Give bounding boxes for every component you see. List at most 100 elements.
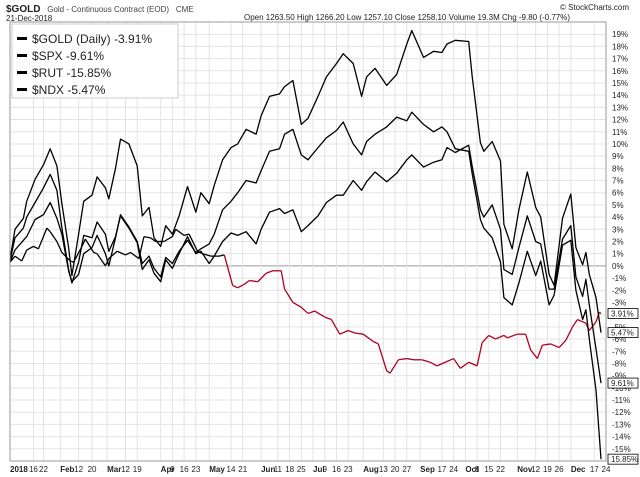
symbol-label: $GOLD [6,4,40,15]
series-segment [459,361,470,369]
legend-swatch [17,71,27,74]
y-tick-label: 12% [612,116,628,125]
legend-label: $SPX -9.61% [32,49,104,63]
x-tick-label: 11 [274,465,283,474]
y-tick-label: 1% [612,250,624,259]
y-tick-label: 2% [612,238,624,247]
x-tick-label: Nov [517,465,533,474]
x-tick-label: Mar [107,465,121,474]
y-tick-label: 14% [612,91,628,100]
legend-item-spx: $SPX -9.61% [17,49,104,63]
series-segment [373,340,379,345]
series-segment [481,334,490,344]
end-value-text: 3.91% [611,310,634,319]
x-tick-label: 23 [191,465,200,474]
series-rut [9,111,602,460]
y-tick-label: -2% [612,286,626,295]
x-tick-label: 20 [88,465,97,474]
series-segment [292,301,302,308]
series-segment [93,251,98,255]
series-segment [46,227,51,233]
x-tick-label: Apr [161,465,175,474]
x-tick-label: 20 [391,465,400,474]
end-value-box [607,377,639,389]
x-tick-label: 16 [29,465,38,474]
series-line [9,144,602,384]
series-segment [21,249,28,262]
end-value-text: 15.85% [611,455,638,464]
y-tick-label: 6% [612,189,624,198]
series-segment [406,357,414,361]
watermark: © StockCharts.com [560,3,629,12]
series-segment [163,236,173,243]
x-tick-label: Sep [420,465,435,474]
x-tick-label: 8 [475,465,480,474]
legend-item-ndx: $NDX -5.47% [17,83,106,97]
x-tick-label: May [209,465,225,474]
series-segment [284,288,294,303]
series-segment [104,258,110,267]
series-segment [525,333,532,351]
series-segment [49,231,58,242]
legend-swatch [17,54,27,57]
y-tick-label: 5% [612,201,624,210]
series-segment [386,370,391,374]
legend: $GOLD (Daily) -3.91% $SPX -9.61% $RUT -1… [11,23,179,99]
x-tick-label: 9 [323,465,328,474]
series-segment [243,279,250,285]
y-tick-label: -7% [612,347,626,356]
y-tick-label: 17% [612,55,628,64]
series-segment [175,228,185,236]
series-segment [237,283,245,289]
series-segment [398,357,407,361]
svg-text:$GOLD Gold - Continuous: $GOLD Gold - Continuous Contract (EOD) C… [6,4,194,15]
y-tick-label: 8% [612,164,624,173]
series-segment [324,316,332,321]
series-segment [565,326,574,341]
end-value-box [607,327,639,338]
x-tick-label: 12 [531,465,540,474]
x-tick-label: 23 [344,465,353,474]
series-segment [37,227,48,250]
series-segment [183,233,190,237]
y-tick-label: 10% [612,140,628,149]
x-tick-label: 24 [602,465,611,474]
series-segment [143,235,151,239]
series-segment [389,359,399,374]
y-tick-label: 18% [612,42,628,51]
series-segment [377,343,388,371]
series-segment [171,229,177,237]
x-tick-label: 21 [238,465,247,474]
y-tick-label: 15% [612,79,628,88]
legend-item-rut: $RUT -15.85% [17,66,111,80]
x-tick-label: 2018 [10,465,28,474]
x-tick-label: Jul [313,465,325,474]
series-segment [249,279,258,283]
series-segment [96,253,106,267]
series-segment [116,250,126,256]
x-tick-label: 17 [590,465,599,474]
legend-swatch [17,37,27,40]
end-value-box [607,308,639,319]
series-segment [202,253,212,257]
series-segment [330,319,341,335]
series-segment [421,359,431,363]
series-ndx [9,29,602,333]
y-tick-label: -6% [612,335,626,344]
series-segment [307,310,315,315]
end-value-box [607,453,639,465]
y-tick-label: -12% [612,408,631,417]
end-value-label: 5.47% [607,327,639,338]
date-label: 21-Dec-2018 [6,14,53,23]
x-tick-label: 24 [449,465,458,474]
x-tick-label: 22 [496,465,505,474]
series-segment [108,250,118,260]
x-tick-label: Oct [465,465,479,474]
series-segment [14,255,23,262]
end-value-text: 5.47% [611,329,634,338]
y-tick-label: -11% [612,396,630,405]
series-segment [150,237,157,243]
x-tick-label: Jun [261,465,275,474]
series-segment [558,339,567,349]
y-tick-label: 4% [612,213,624,222]
